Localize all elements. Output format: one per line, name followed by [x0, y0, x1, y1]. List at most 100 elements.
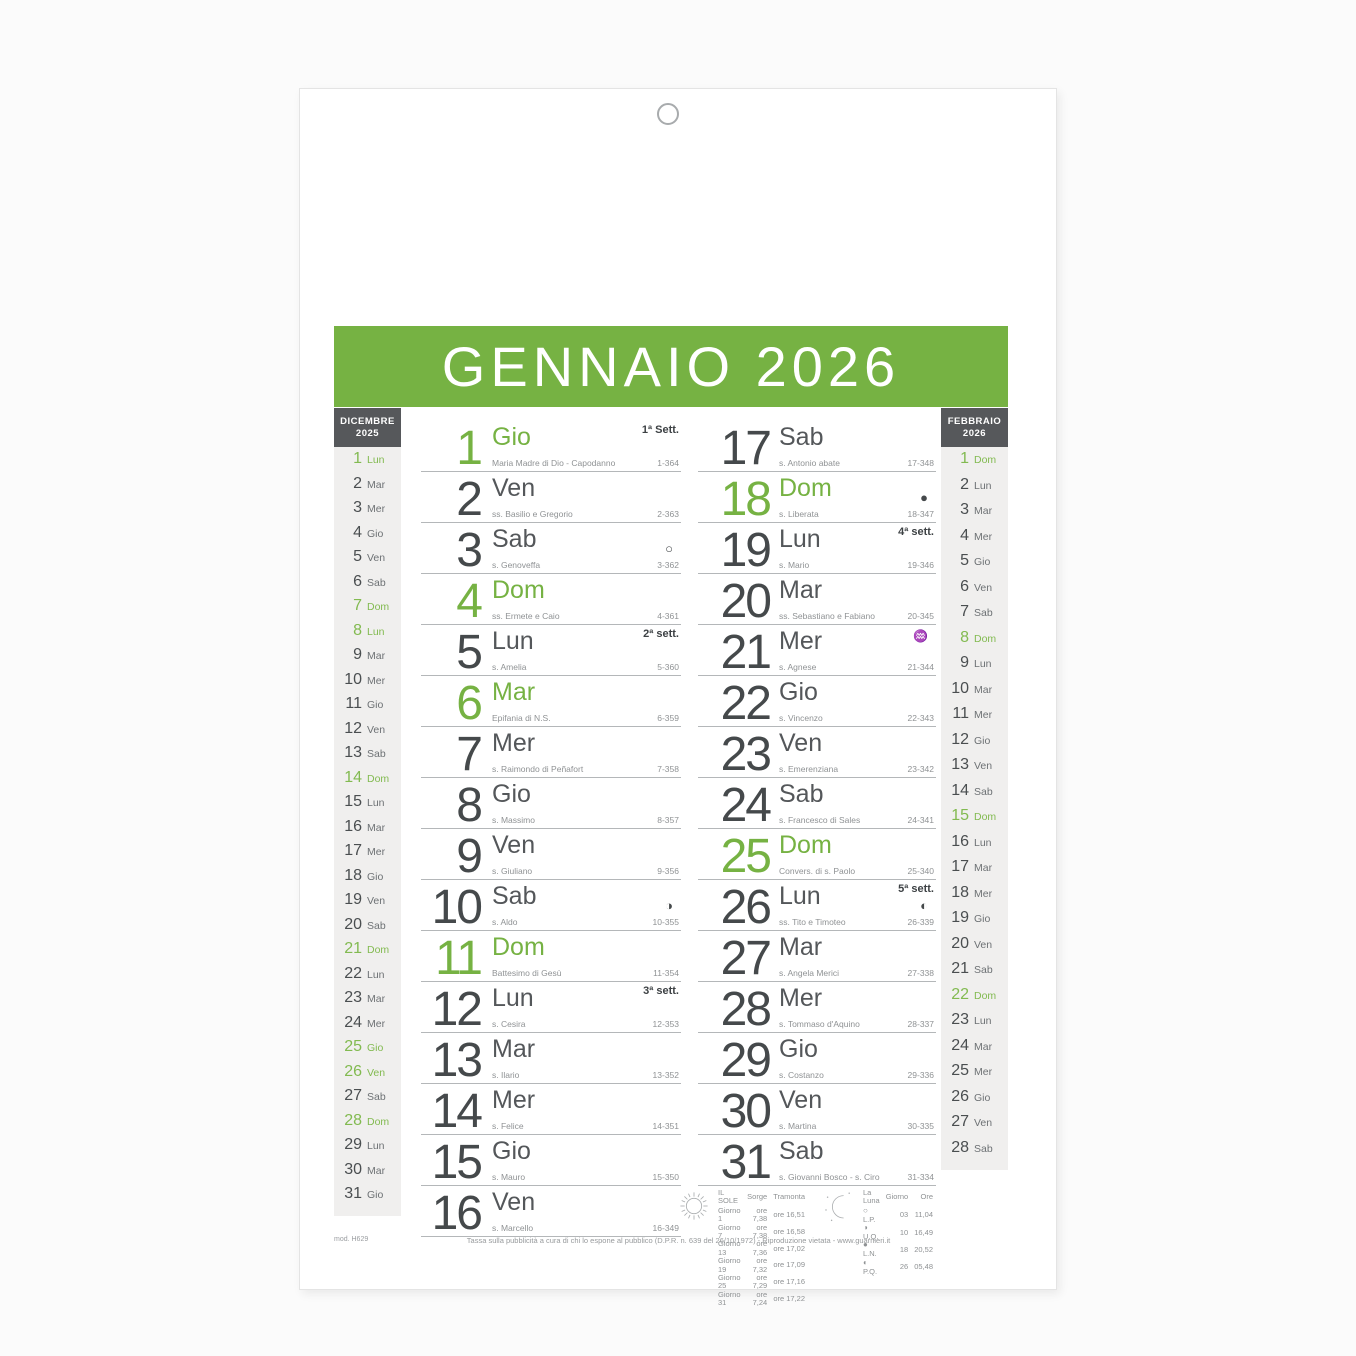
mini-day-row: 5 Gio	[941, 552, 1008, 578]
mini-day-row: 4 Mer	[941, 527, 1008, 553]
mini-day-row: 13 Sab	[334, 744, 401, 769]
saint-name: s. Giovanni Bosco - s. Ciro	[779, 1172, 880, 1182]
day-weekday: Dom	[492, 933, 545, 961]
saint-name: s. Cesira	[492, 1019, 526, 1029]
day-cell: 27 Mar s. Angela Merici 27-338	[698, 931, 936, 982]
mini-day-row: 28 Sab	[941, 1139, 1008, 1165]
moon-table: La Luna Giorno Ore ○ L.P. 03 11,04 ◑ U.Q. 10…	[860, 1188, 936, 1276]
mini-day-weekday: Lun	[367, 797, 385, 809]
day-cell: 31 Sab s. Giovanni Bosco - s. Ciro 31-334	[698, 1135, 936, 1186]
mini-day-weekday: Mar	[367, 821, 386, 834]
mini-day-row: 1 Lun	[334, 450, 401, 475]
mini-day-weekday: Sab	[367, 748, 386, 760]
mini-day-number: 21	[344, 940, 362, 957]
model-code: mod. H629	[334, 1236, 369, 1243]
day-of-year-count: 13-352	[652, 1070, 679, 1080]
day-of-year-count: 22-343	[907, 713, 934, 723]
day-of-year-count: 10-355	[652, 917, 679, 927]
mini-day-weekday: Sab	[974, 1142, 993, 1155]
moon-phase-abbr: L.N.	[863, 1249, 877, 1259]
day-cell: 8 Gio s. Massimo 8-357	[421, 778, 681, 829]
day-cell: 10 Sab ◑ s. Aldo 10-355	[421, 880, 681, 931]
mini-day-number: 10	[951, 679, 969, 697]
day-of-year-count: 9-356	[657, 866, 679, 876]
mini-day-row: 20 Sab	[334, 916, 401, 941]
day-of-year-count: 6-359	[657, 713, 679, 723]
mini-day-row: 23 Mar	[334, 989, 401, 1014]
day-cell: 7 Mer s. Raimondo di Peñafort 7-358	[421, 727, 681, 778]
moon-day-header: Giorno	[885, 1192, 909, 1202]
mini-day-row: 21 Sab	[941, 960, 1008, 986]
mini-day-weekday: Lun	[367, 454, 385, 466]
day-of-year-count: 27-338	[907, 968, 934, 978]
mini-day-number: 29	[344, 1136, 362, 1153]
saint-name: Epifania di N.S.	[492, 713, 551, 723]
sun-rise-time: ore 7,29	[752, 1272, 768, 1291]
calendar-page: GENNAIO 2026 DICEMBRE 2025 1 Lun 2 Mar 3 Mer 4…	[299, 88, 1057, 1307]
moon-hour-header: Ore	[920, 1192, 933, 1202]
first-quarter-moon-icon: ◐	[920, 898, 928, 913]
mini-day-weekday: Lun	[367, 968, 385, 981]
mini-day-weekday: Gio	[974, 913, 991, 925]
prev-month-name: DICEMBRE	[340, 415, 395, 427]
day-weekday: Sab	[779, 1137, 824, 1165]
sun-table-row: Giorno 13 ore 7,36 ore 17,02	[715, 1240, 808, 1257]
day-weekday: Sab	[492, 525, 537, 553]
mini-day-weekday: Mer	[974, 1066, 993, 1078]
mini-day-number: 10	[344, 670, 362, 688]
day-of-year-count: 5-360	[657, 662, 679, 672]
mini-day-weekday: Mer	[367, 846, 386, 858]
week-number-marker: 5ª sett.	[898, 883, 934, 895]
mini-day-row: 28 Dom	[334, 1112, 401, 1137]
mini-day-number: 28	[951, 1138, 969, 1156]
new-moon-icon: ●	[920, 490, 928, 505]
mini-day-weekday: Dom	[974, 632, 997, 645]
sun-set-time: ore 17,02	[773, 1243, 806, 1253]
month-header-bar: GENNAIO 2026	[334, 326, 1008, 407]
saint-name: s. Massimo	[492, 815, 535, 825]
mini-day-weekday: Mer	[367, 1017, 386, 1030]
mini-day-number: 1	[353, 450, 362, 467]
day-cell: 25 Dom Convers. di s. Paolo 25-340	[698, 829, 936, 880]
sun-table-row: Giorno 25 ore 7,29 ore 17,16	[715, 1272, 808, 1291]
saint-name: s. Marcello	[492, 1223, 534, 1233]
mini-day-number: 14	[951, 781, 969, 799]
mini-day-weekday: Sab	[974, 785, 993, 798]
mini-day-number: 20	[344, 915, 362, 933]
mini-day-number: 5	[960, 552, 969, 569]
mini-day-weekday: Mer	[974, 709, 993, 721]
days-17-31-cells: 17 Sab s. Antonio abate 17-348 18 Dom ● s. Libe…	[698, 421, 936, 1186]
mini-day-row: 14 Dom	[334, 769, 401, 794]
day-cell: 19 Lun 4ª sett. s. Mario 19-346	[698, 523, 936, 574]
mini-day-number: 19	[344, 891, 362, 908]
month-title: GENNAIO 2026	[441, 335, 901, 398]
mini-day-number: 23	[344, 989, 362, 1006]
moon-icon	[822, 1189, 854, 1228]
mini-day-weekday: Gio	[974, 734, 991, 747]
sun-set-time: ore 17,09	[773, 1260, 806, 1270]
mini-day-row: 15 Lun	[334, 793, 401, 818]
aquarius-zodiac-icon: ♒	[913, 629, 928, 643]
mini-day-row: 8 Dom	[941, 629, 1008, 655]
mini-day-number: 5	[353, 548, 362, 565]
day-number: 20	[720, 574, 772, 628]
week-number-marker: 4ª sett.	[898, 526, 934, 538]
mini-day-number: 25	[951, 1062, 969, 1079]
mini-day-number: 17	[344, 842, 362, 859]
mini-day-weekday: Ven	[367, 552, 386, 564]
day-number: 25	[720, 829, 772, 883]
hanging-hole	[657, 103, 679, 125]
full-moon-icon: ○	[665, 541, 673, 556]
saint-name: ss. Basilio e Gregorio	[492, 509, 573, 519]
day-of-year-count: 12-353	[652, 1019, 679, 1029]
mini-day-weekday: Gio	[367, 1189, 384, 1201]
day-cell: 12 Lun 3ª sett. s. Cesira 12-353	[421, 982, 681, 1033]
mini-day-number: 3	[353, 499, 362, 516]
mini-day-number: 9	[353, 646, 362, 663]
mini-day-row: 10 Mar	[941, 680, 1008, 706]
mini-day-number: 9	[960, 654, 969, 671]
sun-row-day: Giorno 31	[718, 1289, 741, 1308]
sun-table-row: Giorno 31 ore 7,24 ore 17,22	[715, 1289, 808, 1308]
day-weekday: Mer	[492, 1086, 536, 1114]
mini-day-row: 24 Mer	[334, 1014, 401, 1039]
